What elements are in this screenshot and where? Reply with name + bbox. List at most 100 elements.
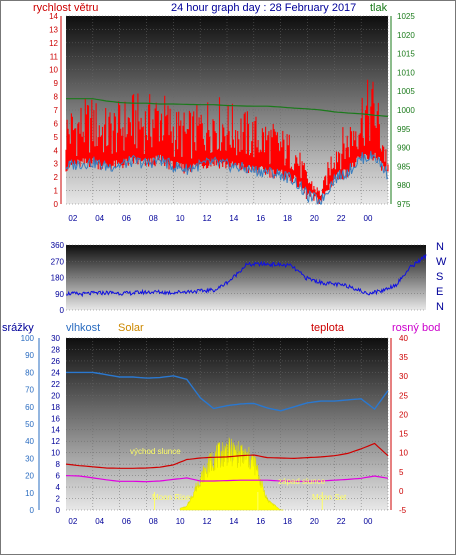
multi-x-tick-label: 22 [337, 517, 346, 526]
wind-x-tick-label: 14 [229, 214, 238, 223]
pressure-tick-label: 1000 [397, 106, 415, 115]
wind-tick-label: 13 [49, 25, 58, 34]
humidity-series [66, 371, 389, 412]
humidity-tick-label: 30 [51, 334, 60, 343]
direction-tick-label: 90 [55, 290, 64, 299]
wind-tick-label: 2 [54, 173, 59, 182]
wind-speed-axis-title: rychlost větru [33, 2, 98, 14]
temperature-tick-label: 15 [399, 430, 408, 439]
multi-x-tick-label: 04 [95, 517, 104, 526]
direction-tick-label: 180 [51, 274, 65, 283]
multi-x-tick-label: 12 [203, 517, 212, 526]
wind-speed-series [65, 79, 389, 204]
multi-x-tick-label: 20 [310, 517, 319, 526]
wind-x-tick-label: 04 [95, 214, 104, 223]
humidity-tick-label: 26 [51, 357, 60, 366]
legend-solar: Solar [118, 322, 144, 334]
wind-x-tick-label: 10 [176, 214, 185, 223]
multi-x-tick-label: 14 [229, 517, 238, 526]
rain-tick-label: 50 [25, 420, 34, 429]
humidity-tick-label: 24 [51, 368, 60, 377]
wind-tick-label: 14 [49, 12, 58, 21]
wind-x-tick-label: 18 [283, 214, 292, 223]
rain-tick-label: 0 [30, 506, 35, 515]
temperature-tick-label: 5 [399, 468, 404, 477]
wind-x-tick-label: 12 [203, 214, 212, 223]
wind-x-tick-label: 20 [310, 214, 319, 223]
rain-tick-label: 80 [25, 368, 34, 377]
legend-humidity: vlhkost [66, 322, 100, 334]
humidity-tick-label: 18 [51, 403, 60, 412]
temperature-tick-label: 0 [399, 487, 404, 496]
rain-tick-label: 70 [25, 386, 34, 395]
multi-x-tick-label: 10 [176, 517, 185, 526]
rain-tick-label: 10 [25, 489, 34, 498]
rain-tick-label: 90 [25, 351, 34, 360]
legend-rain: srážky [2, 322, 34, 334]
humidity-tick-label: 8 [56, 460, 61, 469]
wind-tick-label: 12 [49, 39, 58, 48]
wind-x-tick-label: 02 [68, 214, 77, 223]
chart-title: 24 hour graph day : 28 February 2017 [171, 2, 356, 14]
pressure-tick-label: 1005 [397, 87, 415, 96]
moon-rise-label: Moon Rise [152, 493, 191, 502]
rain-tick-label: 30 [25, 454, 34, 463]
wind-x-tick-label: 00 [364, 214, 373, 223]
direction-tick-label: 270 [51, 257, 65, 266]
compass-label: E [436, 286, 443, 298]
wind-tick-label: 0 [54, 200, 59, 209]
sunset-label: západ slunce [278, 477, 326, 486]
wind-tick-label: 9 [54, 79, 59, 88]
temperature-tick-label: -5 [399, 506, 407, 515]
humidity-tick-label: 14 [51, 426, 60, 435]
pressure-tick-label: 980 [397, 181, 411, 190]
temperature-tick-label: 25 [399, 391, 408, 400]
temperature-tick-label: 30 [399, 372, 408, 381]
humidity-tick-label: 28 [51, 345, 60, 354]
wind-tick-label: 8 [54, 93, 59, 102]
direction-tick-label: 360 [51, 241, 65, 250]
compass-label: S [436, 271, 443, 283]
humidity-tick-label: 0 [56, 506, 61, 515]
wind-tick-label: 6 [54, 119, 59, 128]
rain-tick-label: 20 [25, 472, 34, 481]
wind-tick-label: 7 [54, 106, 59, 115]
compass-label: N [436, 301, 444, 313]
pressure-tick-label: 995 [397, 125, 411, 134]
multi-x-tick-label: 08 [149, 517, 158, 526]
moon-set-label: Moon Set [312, 493, 347, 502]
pressure-tick-label: 1020 [397, 31, 415, 40]
wind-tick-label: 3 [54, 160, 59, 169]
dew-point-series [65, 475, 389, 483]
pressure-tick-label: 975 [397, 200, 411, 209]
compass-label: W [436, 256, 447, 268]
temperature-tick-label: 35 [399, 353, 408, 362]
legend-temperature: teplota [311, 322, 345, 334]
humidity-tick-label: 16 [51, 414, 60, 423]
temperature-tick-label: 10 [399, 449, 408, 458]
humidity-tick-label: 12 [51, 437, 60, 446]
rain-tick-label: 100 [21, 334, 35, 343]
multi-x-tick-label: 16 [256, 517, 265, 526]
legend-dew-point: rosný bod [392, 322, 440, 334]
wind-tick-label: 11 [50, 52, 59, 61]
wind-tick-label: 1 [54, 187, 59, 196]
wind-tick-label: 5 [54, 133, 59, 142]
compass-label: N [436, 241, 444, 253]
multi-x-tick-label: 00 [364, 517, 373, 526]
solar-series [179, 437, 284, 511]
humidity-tick-label: 4 [56, 483, 61, 492]
wind-x-tick-label: 22 [337, 214, 346, 223]
humidity-tick-label: 20 [51, 391, 60, 400]
wind-tick-label: 10 [49, 66, 58, 75]
rain-tick-label: 40 [25, 437, 34, 446]
humidity-tick-label: 6 [56, 472, 61, 481]
pressure-tick-label: 1015 [397, 50, 415, 59]
pressure-tick-label: 1010 [397, 68, 415, 77]
temperature-series [65, 442, 389, 469]
humidity-tick-label: 22 [51, 380, 60, 389]
wind-tick-label: 4 [54, 146, 59, 155]
pressure-tick-label: 1025 [397, 12, 415, 21]
